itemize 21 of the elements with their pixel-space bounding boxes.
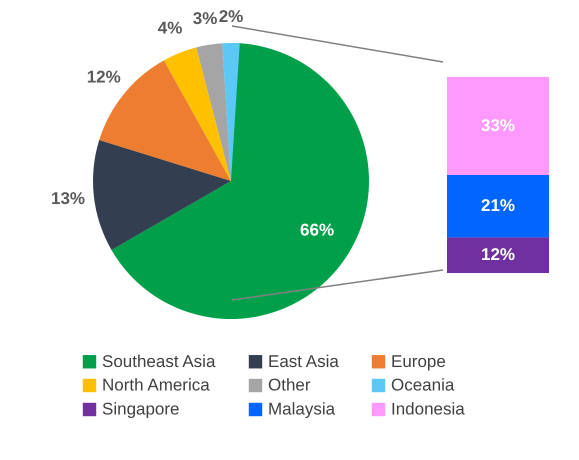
pie-slice bbox=[93, 140, 231, 250]
data-label: 12% bbox=[480, 245, 516, 264]
data-label: 4% bbox=[158, 18, 182, 38]
data-label: 66% bbox=[300, 220, 334, 240]
data-label: 12% bbox=[86, 68, 121, 87]
data-label: 33% bbox=[480, 116, 516, 135]
legend-label: Indonesia bbox=[391, 400, 466, 418]
data-label: 3% bbox=[192, 9, 218, 28]
legend-label: East Asia bbox=[268, 352, 340, 371]
legend-label: Europe bbox=[391, 352, 446, 371]
data-label: 21% bbox=[480, 196, 516, 216]
pie-slice bbox=[196, 43, 231, 181]
legend-label: Other bbox=[268, 376, 311, 394]
legend-label: Singapore bbox=[102, 400, 180, 418]
pie-slice bbox=[164, 47, 231, 181]
legend-label: Oceania bbox=[391, 376, 455, 394]
legend-label: Malaysia bbox=[268, 400, 336, 418]
data-label: 13% bbox=[50, 189, 86, 208]
legend-label: North America bbox=[102, 376, 210, 394]
legend-label: Southeast Asia bbox=[102, 352, 216, 371]
data-label: 2% bbox=[218, 7, 244, 26]
